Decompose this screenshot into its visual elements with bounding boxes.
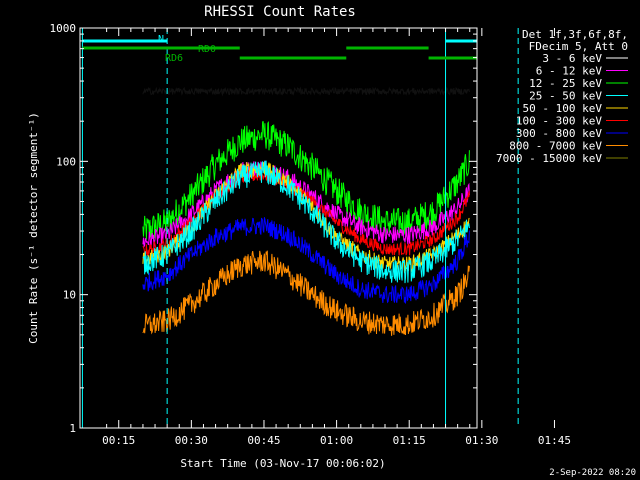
legend-entry-label: 50 - 100 keV — [523, 102, 603, 115]
legend-entry-label: 300 - 800 keV — [516, 127, 602, 140]
y-tick-label: 1 — [69, 422, 76, 435]
trace-group — [142, 83, 470, 336]
x-tick-label: 01:45 — [538, 434, 571, 447]
y-axis-label: Count Rate (s⁻¹ detector segment⁻¹) — [27, 112, 40, 344]
x-axis: 00:15 00:30 00:45 01:00 01:15 01:30 01:45 — [102, 28, 571, 447]
chart-title: RHESSI Count Rates — [204, 4, 356, 20]
timestamp: 2-Sep-2022 08:20 — [549, 468, 636, 478]
status-bar-label: N — [158, 34, 164, 45]
x-tick-label: 01:30 — [465, 434, 498, 447]
y-tick-label: 10 — [63, 289, 76, 302]
x-axis-label: Start Time (03-Nov-17 00:06:02) — [180, 457, 385, 470]
status-bar-label: RD6 — [165, 53, 183, 64]
x-tick-label: 01:00 — [320, 434, 353, 447]
series-line — [142, 160, 470, 284]
x-tick-label: 01:15 — [393, 434, 426, 447]
y-axis: 1 10 100 1000 — [50, 22, 477, 435]
series-line-3-6kev — [142, 86, 470, 97]
x-tick-label: 00:45 — [247, 434, 280, 447]
marker-group — [81, 28, 519, 428]
legend-entry-label: 12 - 25 keV — [529, 77, 602, 90]
series-line — [142, 217, 470, 304]
series-line — [142, 250, 470, 336]
legend: Det 1f,3f,6f,8f,FDecim 5, Att 03 - 6 keV… — [496, 28, 628, 165]
legend-entry-label: 25 - 50 keV — [529, 90, 602, 103]
legend-entry-label: 7000 - 15000 keV — [496, 152, 602, 165]
x-tick-label: 00:15 — [102, 434, 135, 447]
legend-entry-label: 3 - 6 keV — [542, 52, 602, 65]
status-bar-group: N RD0 RD6 — [82, 34, 477, 64]
plot-frame — [79, 27, 478, 429]
legend-entry-label: 800 - 7000 keV — [509, 140, 602, 153]
status-bar-label: RD0 — [198, 44, 216, 55]
legend-entry-label: 100 - 300 keV — [516, 115, 602, 128]
legend-header: FDecim 5, Att 0 — [529, 40, 628, 53]
y-tick-label: 100 — [56, 155, 76, 168]
x-tick-label: 00:30 — [175, 434, 208, 447]
legend-header: Det 1f,3f,6f,8f, — [522, 28, 628, 41]
series-line — [142, 120, 470, 240]
y-tick-label: 1000 — [50, 22, 77, 35]
legend-entry-label: 6 - 12 keV — [536, 65, 603, 78]
